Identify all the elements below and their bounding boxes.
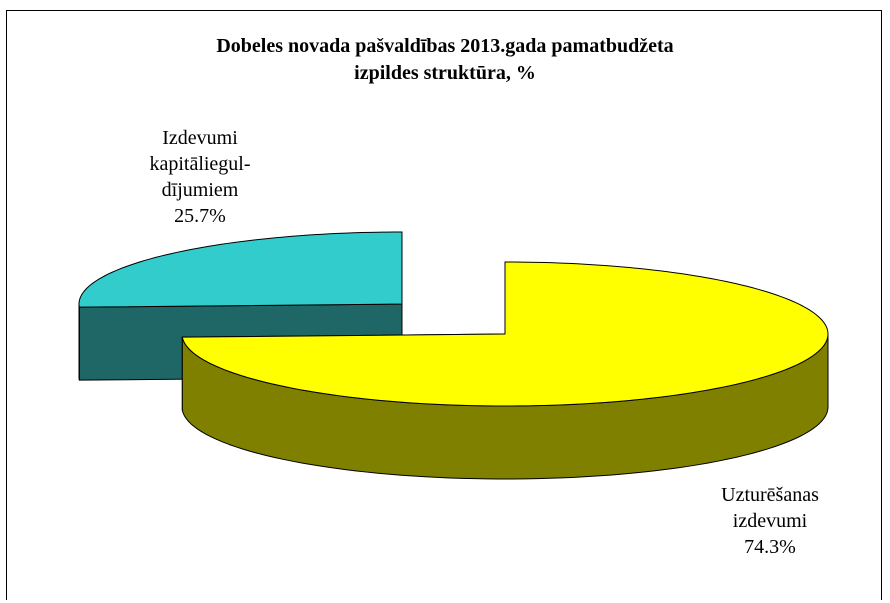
chart-title-line-2: izpildes struktūra, % [354, 62, 536, 84]
slice-label-line-2: izdevumi [732, 510, 808, 532]
slice-top-face [78, 231, 403, 308]
pie-slice-uzturesanas-izdevumi [181, 261, 829, 480]
slice-top-face [181, 261, 829, 407]
slice-label-line-1: Izdevumi [162, 127, 238, 149]
slice-label-uzturesanas-izdevumi: Uzturēšanas izdevumi 74.3% [690, 482, 850, 560]
slice-value-label: 25.7% [174, 205, 226, 227]
slice-label-kapitaliegulidijumiem: Izdevumi kapitāliegul- dījumiem 25.7% [100, 125, 300, 229]
chart-title-line-1: Dobeles novada pašvaldības 2013.gada pam… [216, 35, 674, 57]
slice-label-line-3: dījumiem [161, 179, 239, 201]
chart-title: Dobeles novada pašvaldības 2013.gada pam… [0, 33, 890, 87]
slice-label-line-1: Uzturēšanas [721, 484, 819, 506]
slice-value-label: 74.3% [744, 536, 796, 558]
slice-label-line-2: kapitāliegul- [149, 153, 251, 175]
